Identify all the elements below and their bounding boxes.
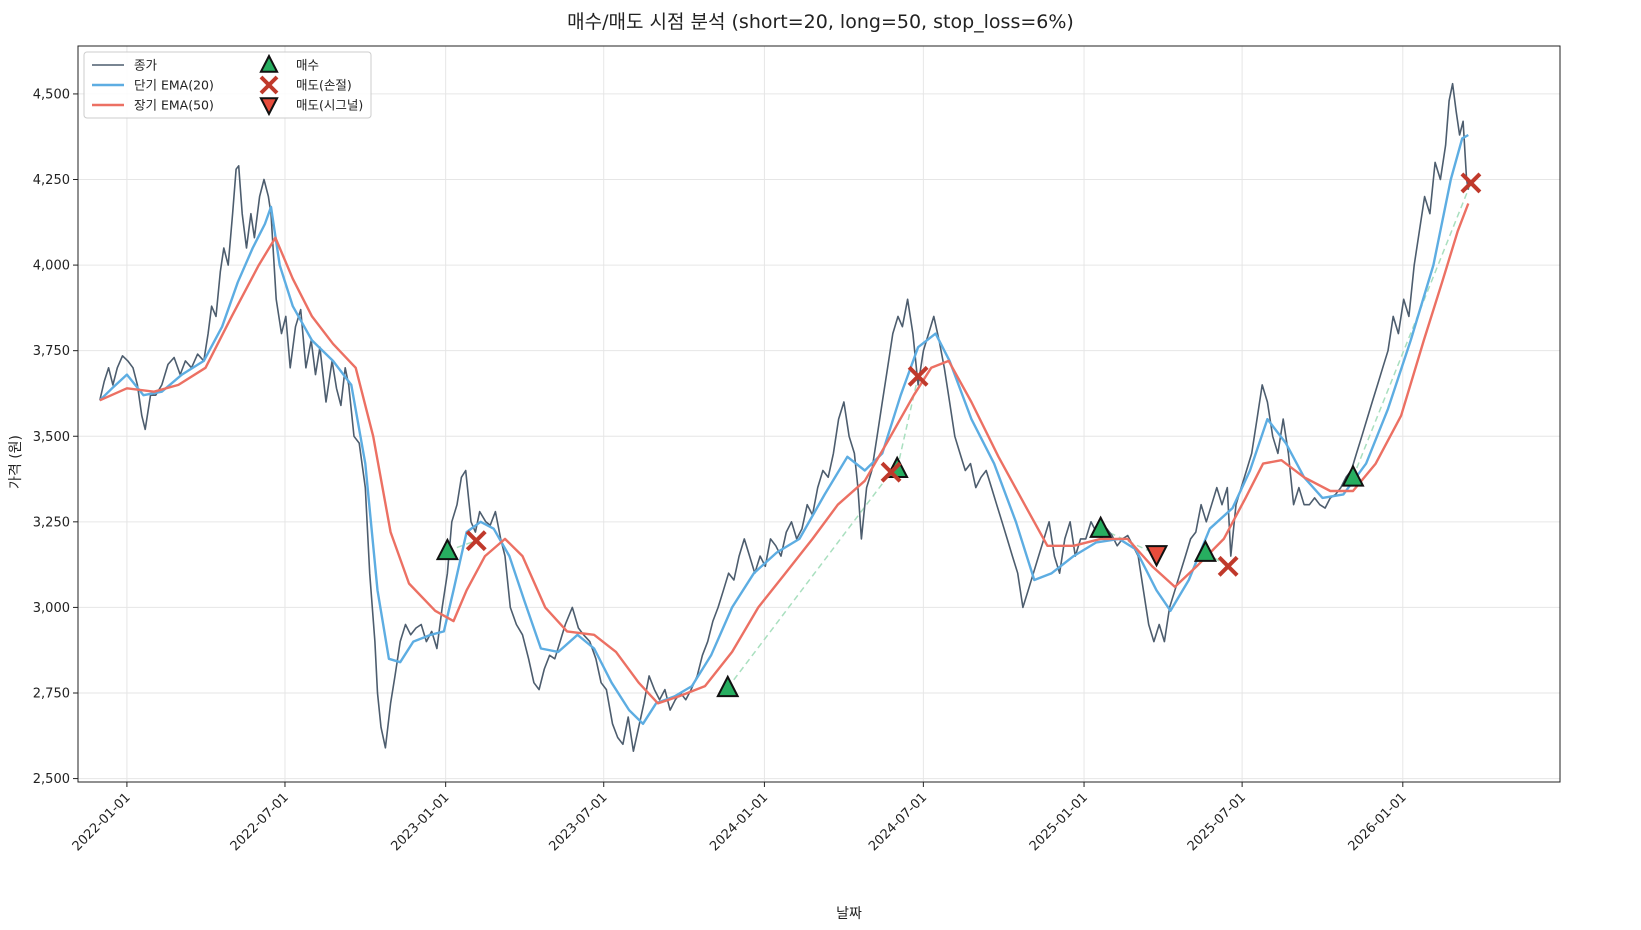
grid-layer — [78, 46, 1560, 782]
buy-marker — [1341, 464, 1365, 487]
x-tick-label: 2024-01-01 — [707, 790, 771, 854]
plot-layer — [98, 82, 1472, 753]
y-tick-label: 4,250 — [33, 173, 70, 188]
x-tick-label: 2022-07-01 — [228, 790, 292, 854]
trade-path-line — [1352, 182, 1472, 478]
y-tick-label: 4,000 — [33, 259, 70, 274]
sell-signal-marker — [1144, 545, 1169, 568]
x-tick-label: 2026-01-01 — [1346, 790, 1410, 854]
cross-stroke — [259, 75, 279, 95]
cross-stroke — [907, 365, 929, 387]
legend-swatch-sell-signal — [259, 97, 279, 117]
y-tick-label: 3,000 — [33, 601, 70, 616]
y-tick-label: 3,250 — [33, 515, 70, 530]
trade-path-line — [727, 471, 892, 689]
buy-marker — [716, 674, 740, 698]
sell-stop-marker — [880, 461, 902, 483]
cross-stroke — [1217, 555, 1239, 577]
legend-label-sell-stop: 매도(손절) — [296, 78, 352, 93]
x-axis-label: 날짜 — [836, 906, 862, 922]
x-tick-label: 2023-07-01 — [547, 790, 611, 854]
legend-swatch-buy — [259, 53, 279, 73]
legend-label-sell-signal: 매도(시그널) — [296, 98, 363, 113]
x-tick-label: 2025-07-01 — [1185, 790, 1249, 854]
legend-box — [83, 51, 372, 119]
x-tick-label: 2022-01-01 — [70, 790, 134, 854]
x-tick-label: 2023-01-01 — [388, 790, 452, 854]
y-tick-label: 2,750 — [33, 686, 70, 701]
y-tick-label: 4,500 — [33, 87, 70, 102]
series-line-short_ema — [98, 133, 1469, 725]
buy-marker — [1089, 515, 1113, 538]
sell-stop-marker — [465, 530, 487, 552]
y-tick-label: 3,500 — [33, 430, 70, 445]
y-tick-label: 3,750 — [33, 344, 70, 359]
trade-path-line — [896, 376, 919, 469]
y-tick-label: 2,500 — [33, 772, 70, 787]
y-axis-label: 가격 (원) — [8, 435, 24, 489]
marker-layer — [435, 172, 1482, 698]
sell-stop-marker — [907, 365, 929, 387]
legend-swatch-sell-stop — [259, 75, 279, 95]
x-tick-label: 2024-07-01 — [866, 790, 930, 854]
buy-marker — [435, 537, 459, 561]
sell-stop-marker — [1217, 555, 1239, 577]
chart-title: 매수/매도 시점 분석 (short=20, long=50, stop_los… — [567, 11, 1074, 33]
series-line-long_ema — [99, 203, 1470, 705]
x-tick-label: 2025-01-01 — [1027, 790, 1091, 854]
axis-layer: 2,500 2,750 3,000 3,250 3,500 3,750 4,000 4,250… — [33, 45, 1561, 854]
cross-stroke — [465, 530, 487, 552]
legend-label-long_ema: 장기 EMA(50) — [134, 98, 214, 113]
buy-marker — [1193, 539, 1217, 562]
series-line-close — [99, 82, 1470, 753]
sell-stop-marker — [1460, 172, 1482, 194]
legend-label-close: 종가 — [134, 58, 158, 73]
cross-stroke — [880, 461, 902, 483]
legend-label-short_ema: 단기 EMA(20) — [134, 78, 214, 93]
cross-stroke — [1460, 172, 1482, 194]
legend-label-buy: 매수 — [296, 58, 319, 73]
plot-frame — [77, 45, 1561, 783]
